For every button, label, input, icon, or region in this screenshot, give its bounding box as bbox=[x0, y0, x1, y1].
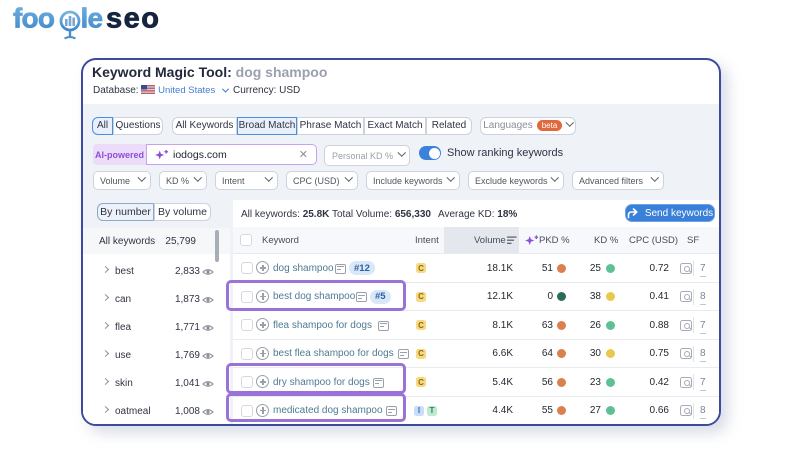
svg-text:foo: foo bbox=[13, 3, 55, 34]
svg-text:le: le bbox=[81, 3, 103, 34]
svg-text:seo: seo bbox=[106, 3, 160, 35]
